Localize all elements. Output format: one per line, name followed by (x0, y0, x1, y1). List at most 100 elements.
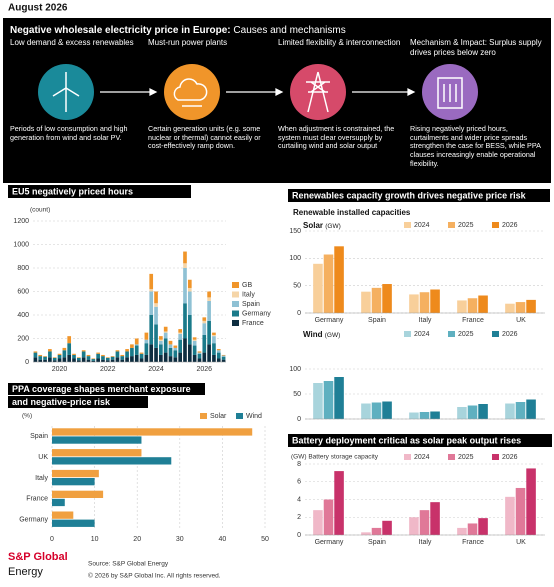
legend-label: 2024 (414, 454, 430, 461)
legend-swatch (404, 331, 411, 337)
logo: Energy (8, 566, 43, 578)
y-tick-label: 1000 (13, 241, 29, 248)
bar-segment (149, 315, 154, 345)
bar-segment (57, 358, 62, 362)
x-tick-label: 2022 (100, 366, 116, 373)
bar (430, 502, 440, 535)
bar-segment (33, 357, 38, 362)
bar (52, 457, 172, 465)
title-box (8, 185, 191, 198)
bar-segment (163, 332, 168, 339)
bar-segment (168, 344, 173, 348)
bar (313, 510, 323, 535)
bar-segment (67, 343, 72, 355)
bar-segment (216, 352, 221, 359)
bar-segment (187, 287, 192, 292)
legend-swatch (448, 222, 455, 228)
bar-segment (168, 356, 173, 362)
bar-segment (163, 352, 168, 362)
y-tick-label: 150 (289, 228, 301, 235)
bar-segment (144, 332, 149, 340)
bar-segment (139, 352, 144, 354)
bar-segment (197, 353, 202, 359)
bar-segment (91, 358, 96, 360)
bar-segment (178, 339, 182, 353)
legend-label: 2025 (458, 331, 474, 338)
bar-segment (207, 344, 211, 362)
bar-segment (149, 289, 154, 292)
bar-segment (154, 347, 158, 362)
chart-title-main: Solar (303, 221, 323, 230)
bar-segment (154, 324, 158, 348)
bar (371, 287, 382, 313)
bar-segment (38, 359, 43, 362)
step-heading: Low demand & excess renewables (10, 38, 134, 47)
bar (505, 403, 515, 419)
y-tick-label: 0 (25, 359, 29, 366)
y-tick-label: 600 (17, 288, 29, 295)
bar-segment (154, 291, 158, 304)
bar-segment (115, 351, 120, 358)
y-tick-label: 800 (17, 265, 29, 272)
bar (52, 449, 142, 457)
bar-segment (77, 357, 81, 361)
bar-segment (72, 353, 76, 355)
bar-segment (216, 349, 221, 351)
bar-segment (139, 358, 144, 362)
bar-segment (163, 326, 168, 332)
y-tick-label: 50 (293, 283, 301, 290)
bar (334, 246, 344, 313)
arrows (100, 88, 416, 96)
legend-label: Italy (242, 291, 255, 298)
bar-segment (91, 360, 96, 362)
y-tick-label: 0 (297, 310, 301, 317)
y-tick-label: 50 (293, 391, 301, 398)
bar (419, 412, 430, 419)
bar (361, 532, 371, 535)
bar-segment (134, 354, 139, 362)
bar-segment (52, 360, 57, 362)
bar-segment (67, 336, 72, 344)
bar-segment (187, 315, 192, 345)
bar-segment (77, 357, 81, 358)
bar-segment (212, 343, 216, 355)
bar-segment (81, 351, 86, 358)
x-tick-label: 2020 (52, 366, 68, 373)
x-tick-label: 2024 (148, 366, 164, 373)
bar-segment (159, 344, 163, 355)
bar-segment (197, 358, 202, 362)
bar-segment (139, 353, 144, 359)
bar-segment (183, 303, 187, 339)
chart-title: Battery deployment critical as solar pea… (292, 435, 521, 445)
section-subtitle: Renewable installed capacities (293, 208, 411, 217)
step-heading: Limited flexibility & interconnection (278, 38, 401, 47)
bar-segment (202, 320, 207, 324)
bar-segment (149, 344, 154, 362)
y-tick-label: Spain (30, 433, 48, 440)
bar-segment (72, 358, 76, 362)
bar-segment (197, 351, 202, 353)
bar-segment (168, 347, 173, 357)
legend-swatch (236, 413, 243, 419)
bar-segment (81, 350, 86, 352)
bar (526, 399, 536, 419)
bar (323, 254, 334, 313)
y-tick-label: 4 (297, 496, 301, 503)
bar-segment (101, 354, 105, 357)
bar-segment (187, 279, 192, 288)
bar-segment (86, 354, 91, 357)
bar (52, 498, 65, 507)
bar-segment (212, 332, 216, 335)
step-text: When adjustment is constrained, the syst… (278, 124, 395, 151)
x-tick-label: Italy (419, 539, 432, 546)
legend-label: 2024 (414, 331, 430, 338)
step-text: Periods of low consumption and high gene… (10, 124, 128, 142)
x-tick-label: Spain (368, 317, 386, 324)
bar-segment (207, 320, 211, 345)
x-tick-label: Italy (419, 317, 432, 324)
legend-swatch (200, 413, 207, 419)
bar-segment (72, 354, 76, 359)
bar-segment (221, 354, 226, 356)
bar-segment (48, 349, 52, 352)
